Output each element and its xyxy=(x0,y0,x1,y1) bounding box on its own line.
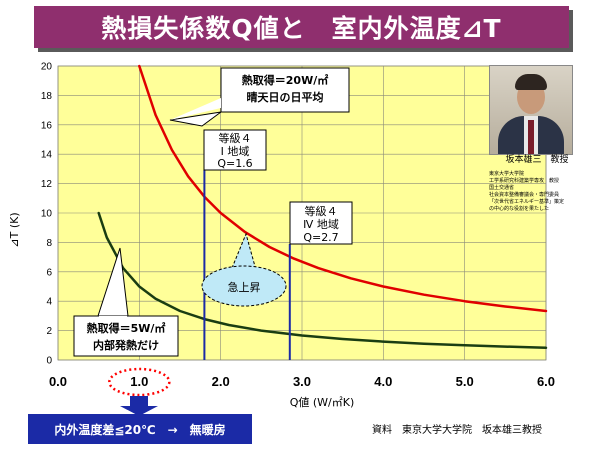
professor-name: 坂本雄三 教授 xyxy=(505,155,569,165)
y-tick-label: 12 xyxy=(41,179,53,190)
grade1-line3: Q=1.6 xyxy=(217,157,252,170)
x-tick-label: 2.0 xyxy=(212,374,230,389)
y-tick-label: 4 xyxy=(46,297,52,308)
y-ticks: 0 2 4 6 8 10 12 14 16 18 20 xyxy=(41,62,53,367)
y-tick-label: 16 xyxy=(41,120,53,131)
grade1-line2: Ⅰ 地域 xyxy=(221,145,250,158)
professor-caption: 坂本雄三 教授 東京大学大学院 工学系研究科建築学専攻 教授 国土交通省 社会資… xyxy=(489,155,585,213)
red-label-line1: 熱取得＝20W/㎡ xyxy=(242,73,328,87)
red-label-line2: 晴天日の日平均 xyxy=(247,90,324,104)
series-line-green xyxy=(97,211,548,350)
x-tick-label: 4.0 xyxy=(374,374,392,389)
y-tick-label: 6 xyxy=(46,267,52,278)
bio-line: 東京大学大学院 xyxy=(489,171,525,177)
y-tick-label: 14 xyxy=(41,150,53,161)
surge-callout-text: 急上昇 xyxy=(228,280,261,294)
bio-line: 「次世代省エネルギー基準」策定 xyxy=(489,199,565,205)
x-tick-label: 0.0 xyxy=(49,374,67,389)
green-label-line2: 内部発熱だけ xyxy=(93,338,159,352)
bio-line: 社会資本整備審議会・専門委員 xyxy=(489,192,560,198)
series-line-red xyxy=(138,64,548,313)
x-tick-label: 5.0 xyxy=(456,374,474,389)
x-axis-label: Q値 (W/㎡K) xyxy=(290,396,355,409)
source-credit: 資料 東京大学大学院 坂本雄三教授 xyxy=(372,425,542,436)
page-title: 熱損失係数Q値と 室内外温度⊿T xyxy=(34,6,569,48)
series-group xyxy=(97,64,548,350)
down-arrow-icon xyxy=(120,396,158,416)
bio-line: の中心的な役割を果たした xyxy=(489,206,550,212)
y-tick-label: 18 xyxy=(41,91,53,102)
y-tick-label: 10 xyxy=(41,209,53,220)
y-tick-label: 2 xyxy=(46,326,52,337)
x-tick-label: 6.0 xyxy=(537,374,555,389)
y-tick-label: 8 xyxy=(46,238,52,249)
y-tick-label: 20 xyxy=(41,62,53,73)
plot-border xyxy=(57,65,547,361)
grade1-box: 等級４ Ⅰ 地域 Q=1.6 xyxy=(203,129,267,171)
x-tick-label: 1.0 xyxy=(130,374,148,389)
y-tick-label: 0 xyxy=(46,356,52,367)
grade2-line2: Ⅳ 地域 xyxy=(303,218,339,231)
green-series-label: 熱取得＝5W/㎡ 内部発熱だけ xyxy=(73,247,179,357)
bottom-note: 内外温度差≦20℃ → 無暖房 xyxy=(28,414,252,444)
grade2-line3: Q=2.7 xyxy=(303,231,338,244)
green-label-line1: 熱取得＝5W/㎡ xyxy=(87,321,166,335)
grade2-box: 等級４ Ⅳ 地域 Q=2.7 xyxy=(289,201,353,245)
y-axis-label: ⊿T (K) xyxy=(8,212,21,247)
title-bar: 熱損失係数Q値と 室内外温度⊿T xyxy=(0,0,600,54)
professor-photo xyxy=(489,65,573,155)
bio-line: 国土交通省 xyxy=(489,185,515,191)
surge-callout: 急上昇 xyxy=(201,232,287,307)
highlight-ellipse xyxy=(108,367,171,397)
red-series-label: 熱取得＝20W/㎡ 晴天日の日平均 xyxy=(169,67,350,127)
bio-line: 工学系研究科建築学専攻 教授 xyxy=(489,178,560,184)
x-ticks: 0.0 1.0 2.0 3.0 4.0 5.0 6.0 xyxy=(49,374,555,389)
grade1-line1: 等級４ xyxy=(219,131,252,145)
grade2-line1: 等級４ xyxy=(305,204,338,218)
professor-bio: 東京大学大学院 工学系研究科建築学専攻 教授 国土交通省 社会資本整備審議会・専… xyxy=(489,171,585,213)
x-tick-label: 3.0 xyxy=(293,374,311,389)
